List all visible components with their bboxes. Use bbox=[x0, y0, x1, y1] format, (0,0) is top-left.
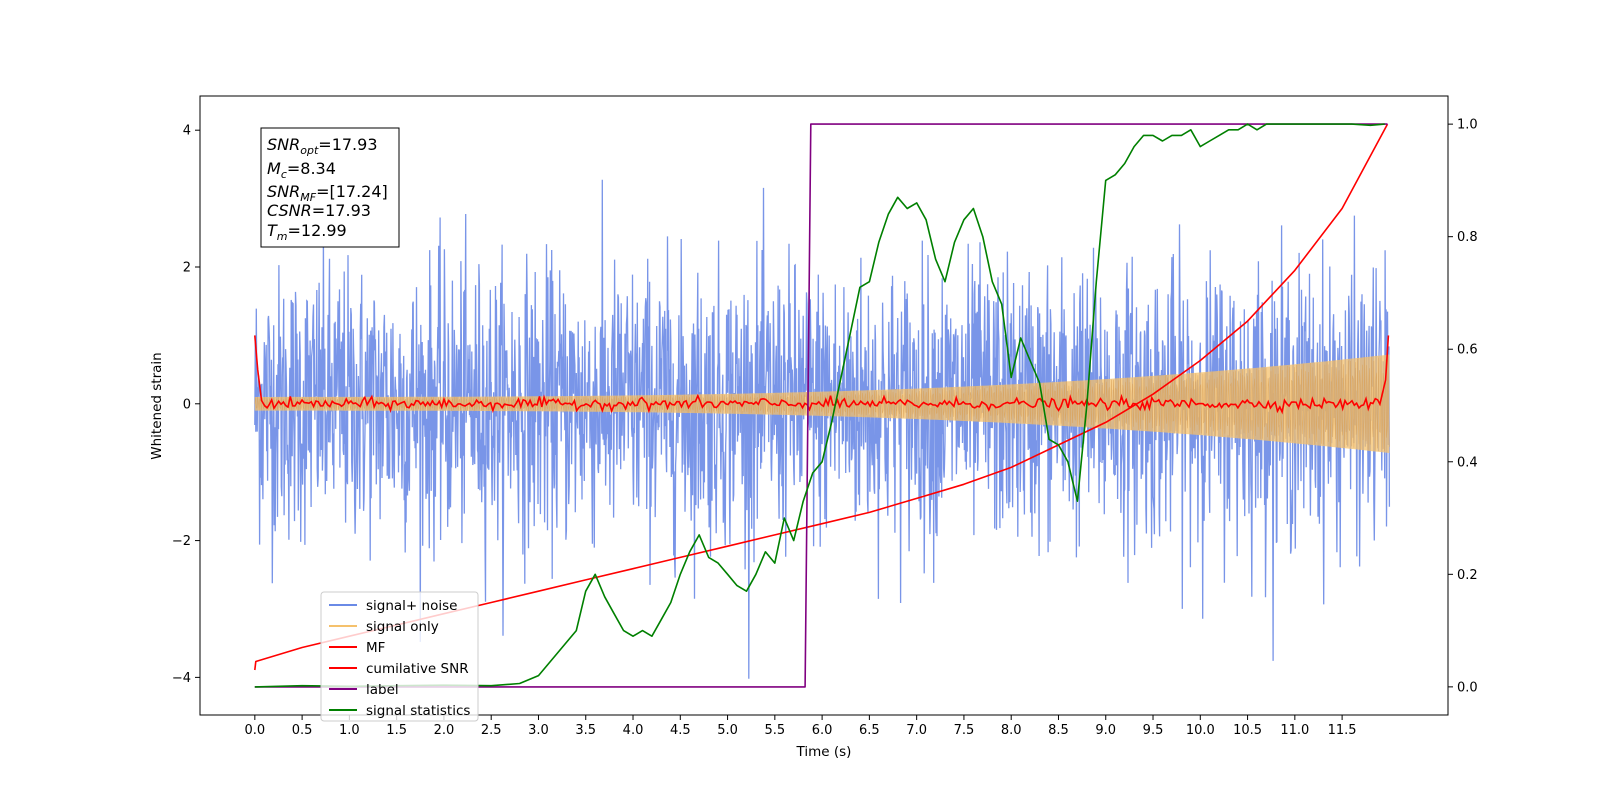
info-snr-opt: SNRopt=17.93 bbox=[267, 135, 378, 157]
y-axis-label: Whitened strain bbox=[149, 352, 165, 459]
info-tm: Tm=12.99 bbox=[267, 221, 347, 243]
legend-frame bbox=[320, 591, 479, 722]
x-tick-label: 3.5 bbox=[575, 723, 596, 738]
y-tick-label: 2 bbox=[183, 260, 191, 275]
info-csnr: CSNR=17.93 bbox=[267, 201, 371, 220]
y-tick-label: 4 bbox=[183, 124, 191, 139]
x-tick-label: 1.0 bbox=[339, 723, 360, 738]
y2-tick-label: 1.0 bbox=[1457, 118, 1478, 133]
x-tick-label: 5.0 bbox=[717, 723, 738, 738]
y-tick-label: −4 bbox=[172, 671, 191, 686]
x-axis: 0.0 0.5 1.0 1.5 2.0 2.5 3.0 3.5 4.0 4.5 5.0 5.5 6.0 6… bbox=[244, 715, 1357, 738]
x-tick-label: 6.0 bbox=[812, 723, 833, 738]
info-mc: Mc=8.34 bbox=[267, 159, 336, 181]
x-tick-label: 8.5 bbox=[1048, 723, 1069, 738]
legend-label: MF bbox=[366, 640, 385, 656]
series-mf bbox=[254, 335, 1390, 415]
legend-label: signal only bbox=[366, 619, 439, 635]
legend: signal+ noise signal only MF cumilative SNR… bbox=[320, 591, 479, 722]
x-tick-label: 5.5 bbox=[764, 723, 785, 738]
x-axis-label: Time (s) bbox=[796, 744, 852, 760]
y-tick-label: −2 bbox=[172, 534, 191, 549]
y2-tick-label: 0.0 bbox=[1457, 680, 1478, 695]
info-snr-mf: SNRMF=[17.24] bbox=[267, 182, 388, 204]
series-label bbox=[254, 123, 1388, 688]
y2-tick-label: 0.8 bbox=[1457, 230, 1478, 245]
y-axis-left: 4 2 0 −2 −4 bbox=[172, 124, 200, 686]
legend-label: signal+ noise bbox=[366, 598, 457, 614]
x-tick-label: 0.0 bbox=[244, 723, 265, 738]
y2-tick-label: 0.6 bbox=[1457, 343, 1478, 358]
series-signal-statistics bbox=[254, 123, 1385, 688]
x-tick-label: 7.0 bbox=[906, 723, 927, 738]
x-tick-label: 3.0 bbox=[528, 723, 549, 738]
x-tick-label: 4.5 bbox=[670, 723, 691, 738]
x-tick-label: 11.0 bbox=[1280, 723, 1309, 738]
x-tick-label: 1.5 bbox=[386, 723, 407, 738]
x-tick-label: 0.5 bbox=[292, 723, 313, 738]
legend-label: cumilative SNR bbox=[366, 661, 469, 677]
x-tick-label: 10.0 bbox=[1186, 723, 1215, 738]
x-tick-label: 11.5 bbox=[1328, 723, 1357, 738]
legend-label: label bbox=[366, 682, 399, 698]
y2-tick-label: 0.2 bbox=[1457, 568, 1478, 583]
y-axis-right: 1.0 0.8 0.6 0.4 0.2 0.0 bbox=[1448, 118, 1478, 695]
y2-tick-label: 0.4 bbox=[1457, 455, 1478, 470]
series-signal-only-oscillation bbox=[254, 355, 1390, 452]
axes-frame bbox=[199, 95, 1449, 716]
plot-area bbox=[254, 123, 1391, 688]
y-tick-label: 0 bbox=[183, 397, 191, 412]
x-tick-label: 2.5 bbox=[481, 723, 502, 738]
x-tick-label: 10.5 bbox=[1233, 723, 1262, 738]
x-tick-label: 7.5 bbox=[954, 723, 975, 738]
x-tick-label: 4.0 bbox=[623, 723, 644, 738]
x-tick-label: 9.0 bbox=[1095, 723, 1116, 738]
x-tick-label: 9.5 bbox=[1143, 723, 1164, 738]
x-tick-label: 2.0 bbox=[434, 723, 455, 738]
legend-label: signal statistics bbox=[366, 703, 470, 719]
info-box: SNRopt=17.93 Mc=8.34 SNRMF=[17.24] CSNR=… bbox=[260, 127, 400, 248]
x-tick-label: 6.5 bbox=[859, 723, 880, 738]
x-tick-label: 8.0 bbox=[1001, 723, 1022, 738]
